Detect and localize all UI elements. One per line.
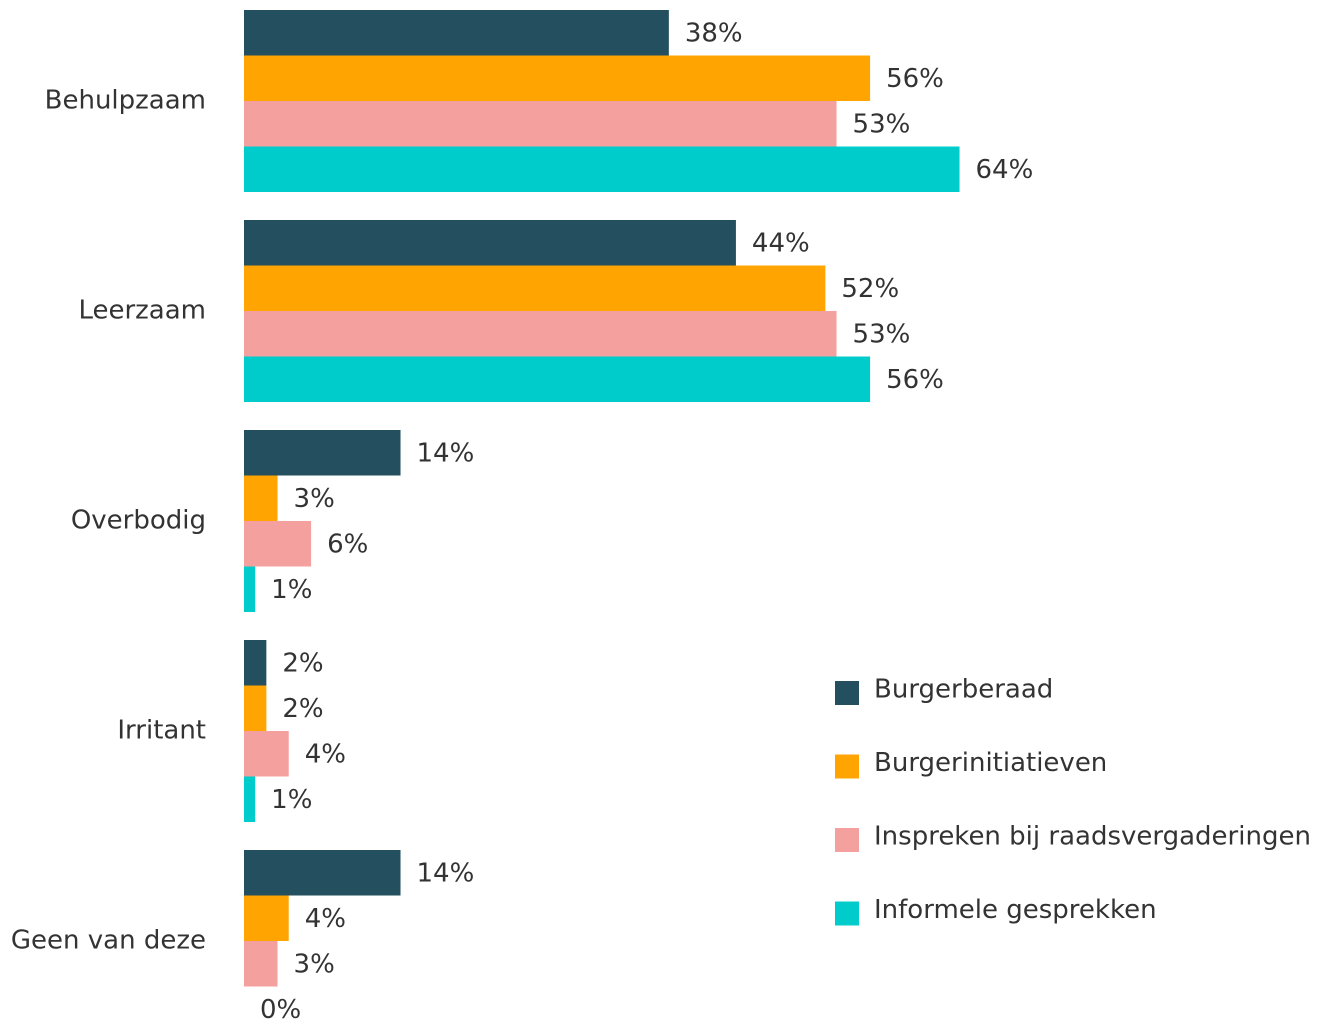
bar	[244, 640, 267, 686]
bar	[244, 10, 669, 56]
bar	[244, 895, 289, 941]
value-label: 52%	[841, 274, 899, 304]
bar	[244, 101, 837, 147]
value-label: 38%	[685, 18, 743, 48]
category-label: Behulpzaam	[45, 86, 206, 116]
bar	[244, 220, 736, 266]
bar	[244, 941, 278, 987]
bar	[244, 475, 278, 521]
value-label: 1%	[271, 575, 312, 605]
bar	[244, 776, 256, 822]
bar	[244, 521, 312, 567]
value-label: 14%	[417, 858, 475, 888]
legend-label: Burgerinitiatieven	[874, 748, 1107, 778]
value-label: 2%	[282, 694, 323, 724]
value-label: 2%	[282, 648, 323, 678]
bar	[244, 311, 837, 357]
value-label: 0%	[260, 995, 301, 1025]
legend-label: Inspreken bij raadsvergaderingen	[874, 822, 1311, 852]
value-label: 53%	[853, 319, 911, 349]
bar	[244, 685, 267, 731]
value-label: 44%	[752, 228, 810, 258]
value-label: 14%	[417, 438, 475, 468]
value-label: 3%	[294, 949, 335, 979]
legend-label: Burgerberaad	[874, 675, 1053, 705]
category-label: Geen van deze	[11, 926, 206, 956]
legend-label: Informele gesprekken	[874, 895, 1157, 925]
category-label: Overbodig	[71, 506, 206, 536]
value-label: 56%	[886, 64, 944, 94]
value-label: 53%	[853, 109, 911, 139]
bar	[244, 146, 960, 192]
value-label: 6%	[327, 529, 368, 559]
bar	[244, 430, 401, 476]
category-label: Leerzaam	[78, 296, 206, 326]
value-label: 1%	[271, 785, 312, 815]
legend-swatch	[835, 828, 859, 852]
value-label: 4%	[305, 739, 346, 769]
bar	[244, 850, 401, 896]
value-label: 4%	[305, 904, 346, 934]
bar	[244, 731, 289, 777]
legend-swatch	[835, 681, 859, 705]
bar	[244, 55, 871, 101]
legend-swatch	[835, 901, 859, 926]
value-label: 3%	[294, 484, 335, 514]
value-label: 56%	[886, 365, 944, 395]
legend-swatch	[835, 754, 859, 779]
category-label: Irritant	[117, 716, 206, 746]
bar	[244, 265, 826, 311]
value-label: 64%	[976, 155, 1034, 185]
bar	[244, 566, 256, 612]
bar	[244, 356, 871, 402]
